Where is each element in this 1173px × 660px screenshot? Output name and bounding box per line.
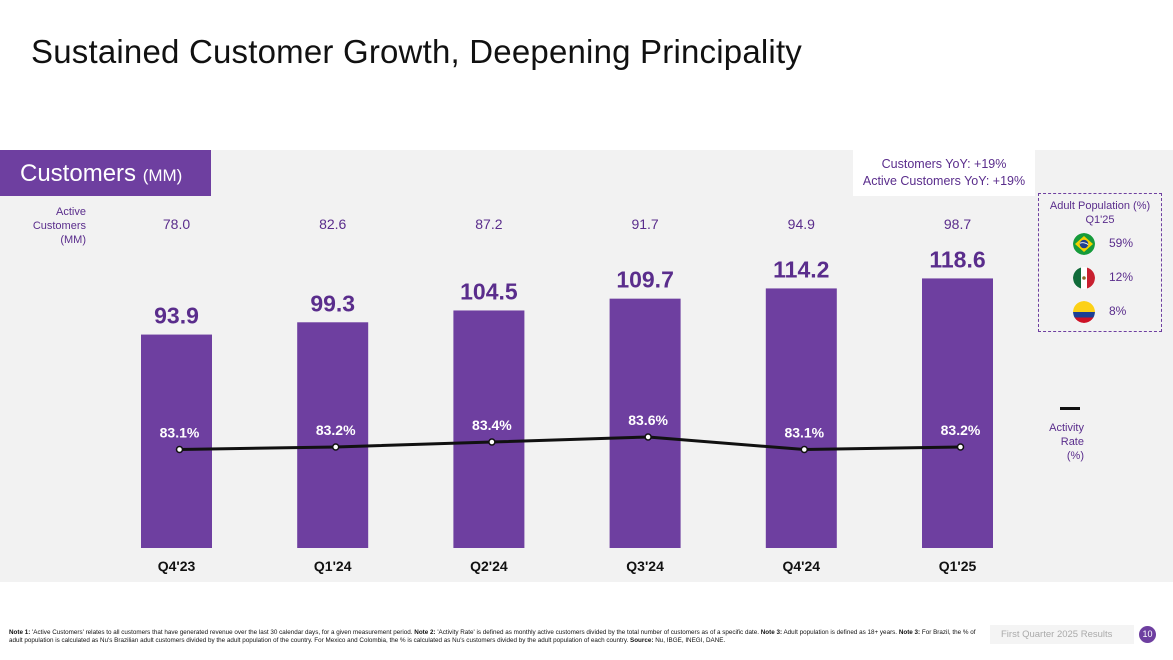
colombia-row: 8% [1073, 301, 1163, 323]
mexico-pct: 12% [1109, 270, 1134, 284]
activity-rate-point [956, 443, 965, 451]
category-label: Q1'25 [939, 558, 977, 574]
activity-rate-point [800, 445, 809, 454]
yoy-box: Customers YoY: +19% Active Customers YoY… [853, 150, 1035, 196]
brazil-pct: 59% [1109, 236, 1134, 250]
active-customers-value: 78.0 [163, 216, 190, 232]
active-customers-value: 98.7 [944, 216, 971, 232]
category-label: Q4'23 [158, 558, 196, 574]
colombia-pct: 8% [1109, 304, 1127, 318]
category-label: Q1'24 [314, 558, 352, 574]
activity-rate-label: 83.1% [160, 425, 200, 441]
bar-value-label: 99.3 [310, 290, 355, 316]
bar-3 [609, 298, 681, 548]
footer-results-label: First Quarter 2025 Results [990, 625, 1134, 644]
active-customers-value: 82.6 [319, 216, 346, 232]
active-customers-value: 94.9 [788, 216, 815, 232]
customers-unit: (MM) [142, 166, 183, 185]
customers-label: Customers [20, 160, 137, 187]
activity-rate-point [488, 438, 496, 446]
activity-rate-label: 83.2% [316, 422, 356, 438]
brazil-flag-icon [1073, 233, 1095, 255]
adult-population-title: Adult Population (%) Q1'25 [1049, 200, 1151, 226]
page-title: Sustained Customer Growth, Deepening Pri… [31, 33, 803, 70]
activity-rate-point [331, 443, 340, 451]
activity-rate-label: Activity Rate (%) [1049, 422, 1084, 462]
category-label: Q4'24 [783, 558, 821, 574]
bar-value-label: 118.6 [929, 246, 985, 272]
bar-4 [765, 288, 837, 548]
bar-value-label: 104.5 [460, 278, 518, 304]
active-customers-value: 91.7 [631, 216, 658, 232]
activity-rate-label: 83.2% [941, 422, 981, 438]
activity-rate-line [179, 435, 961, 452]
activity-rate-point [644, 433, 652, 441]
activity-rate-legend-icon [1060, 407, 1080, 410]
activity-rate-label: 83.4% [472, 417, 512, 433]
bar-value-label: 114.2 [773, 256, 829, 282]
customers-header: Customers (MM) [0, 150, 211, 196]
footnote: Note 1: 'Active Customers' relates to al… [9, 629, 976, 644]
yoy-active-customers: Active Customers YoY: +19% [862, 174, 1026, 188]
mexico-flag-icon [1073, 267, 1095, 289]
adult-population-box: Adult Population (%) Q1'25 59% 12% 8% [1038, 193, 1162, 332]
activity-rate-label: 83.1% [784, 425, 824, 441]
active-customers-value: 87.2 [475, 216, 502, 232]
category-label: Q2'24 [470, 558, 508, 574]
bar-2 [453, 310, 525, 548]
mexico-row: 12% [1073, 267, 1163, 289]
category-label: Q3'24 [626, 558, 664, 574]
activity-rate-label: 83.6% [628, 412, 668, 428]
bar-5 [922, 278, 993, 548]
active-customers-label: Active Customers (MM) [32, 206, 86, 246]
bar-0 [141, 334, 212, 548]
page-number: 10 [1139, 626, 1156, 643]
bar-value-label: 93.9 [154, 303, 199, 329]
activity-rate-point [175, 445, 184, 454]
bar-value-label: 109.7 [616, 267, 674, 293]
colombia-flag-icon [1073, 301, 1095, 323]
yoy-customers: Customers YoY: +19% [881, 157, 1007, 171]
brazil-row: 59% [1073, 233, 1163, 255]
bar-1 [297, 322, 369, 548]
